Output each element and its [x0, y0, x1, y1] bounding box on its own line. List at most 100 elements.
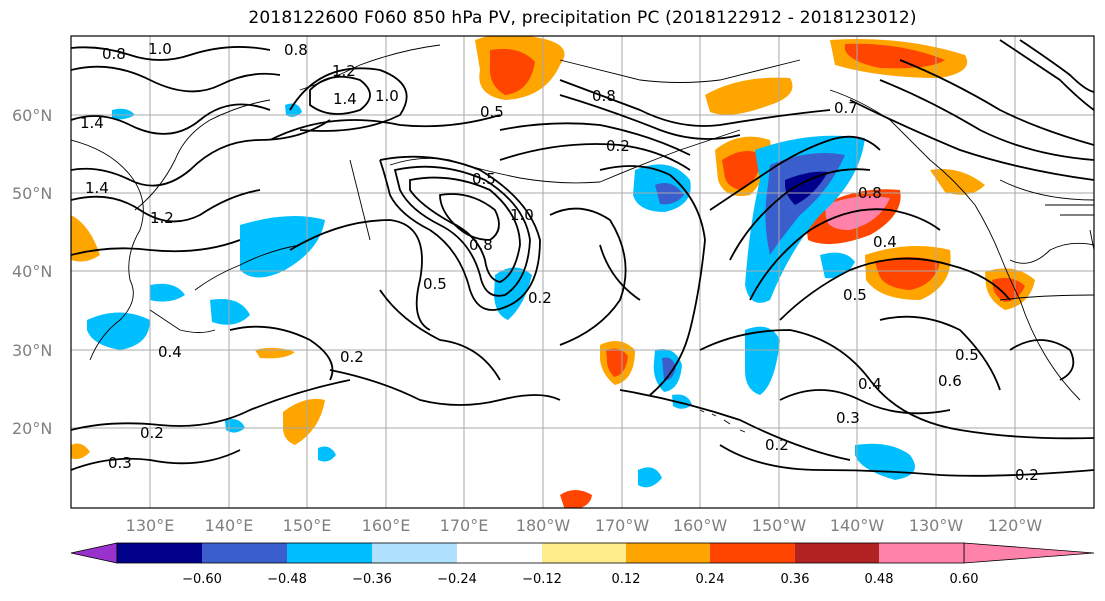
- longitude-labels: 130°E 140°E 150°E 160°E 170°E 180°W 170°…: [126, 516, 1043, 535]
- contour-label: 0.2: [140, 424, 164, 442]
- precip-blob: [638, 467, 662, 488]
- contour-label: 0.8: [469, 236, 493, 254]
- colorbar-segment: [457, 543, 542, 563]
- precip-blob: [560, 490, 592, 508]
- colorbar-segment: [542, 543, 626, 563]
- contour-label: 1.0: [148, 40, 172, 58]
- contour-label: 0.4: [873, 233, 897, 251]
- precip-negative-areas: [87, 103, 915, 488]
- colorbar-label: −0.12: [522, 572, 562, 587]
- contour-label: 0.3: [836, 409, 860, 427]
- precip-blob: [655, 182, 684, 205]
- precip-blob: [112, 108, 135, 120]
- contour-label: 0.6: [938, 372, 962, 390]
- colorbar-right-arrow: [963, 542, 1095, 564]
- lon-label: 130°W: [909, 516, 964, 535]
- contour-label: 1.2: [150, 209, 174, 227]
- lon-label: 170°E: [440, 516, 489, 535]
- colorbar-label: 0.60: [950, 572, 979, 587]
- map-graticule: [71, 36, 1094, 508]
- lon-label: 180°W: [516, 516, 571, 535]
- precip-blob: [225, 419, 245, 433]
- colorbar-segment: [202, 543, 287, 563]
- colorbar-label: 0.48: [865, 572, 894, 587]
- lon-label: 160°E: [362, 516, 411, 535]
- contour-label: 1.4: [333, 90, 357, 108]
- contour-label: 0.2: [765, 436, 789, 454]
- lat-label: 30°N: [12, 341, 52, 360]
- lon-label: 120°W: [988, 516, 1043, 535]
- pv-contours: [71, 39, 1094, 477]
- contour-label: 0.4: [858, 375, 882, 393]
- colorbar-label: 0.24: [696, 572, 725, 587]
- precip-blob: [875, 257, 940, 290]
- contour-label: 0.8: [858, 184, 882, 202]
- precip-blob: [722, 151, 762, 190]
- contour-label: 0.5: [843, 286, 867, 304]
- colorbar-segment: [710, 543, 795, 563]
- precip-blob: [705, 77, 793, 115]
- colorbar-label: −0.24: [437, 572, 477, 587]
- lon-label: 130°E: [126, 516, 175, 535]
- contour-label: 0.3: [108, 454, 132, 472]
- contour-label: 1.2: [332, 62, 356, 80]
- contour-label: 1.0: [375, 87, 399, 105]
- lon-label: 170°W: [595, 516, 650, 535]
- latitude-labels: 60°N 50°N 40°N 30°N 20°N: [12, 106, 52, 438]
- colorbar-label: −0.36: [352, 572, 392, 587]
- colorbar-segment: [626, 543, 710, 563]
- colorbar-label: 0.36: [781, 572, 810, 587]
- contour-label: 0.2: [528, 289, 552, 307]
- colorbar-label: 0.12: [612, 572, 641, 587]
- precip-blob: [282, 398, 325, 445]
- contour-label: 0.2: [340, 348, 364, 366]
- colorbar: −0.60 −0.48 −0.36 −0.24 −0.12 0.12 0.24 …: [70, 542, 1095, 587]
- contour-label: 0.2: [606, 137, 630, 155]
- precip-blob: [785, 171, 828, 205]
- colorbar-segment: [795, 543, 879, 563]
- contour-label: 0.4: [158, 343, 182, 361]
- contour-label: 0.5: [480, 103, 504, 121]
- precip-blob: [489, 48, 535, 95]
- lon-label: 150°E: [283, 516, 332, 535]
- contour-label: 1.0: [510, 206, 534, 224]
- contour-label: 0.8: [592, 87, 616, 105]
- precip-blob: [855, 443, 915, 480]
- precip-blob: [930, 169, 985, 195]
- contour-label: 0.7: [834, 99, 858, 117]
- contour-label: 0.5: [955, 346, 979, 364]
- contour-label: 1.4: [80, 114, 104, 132]
- contour-label: 0.5: [472, 170, 496, 188]
- colorbar-label: −0.60: [182, 572, 222, 587]
- precip-blob: [992, 278, 1025, 302]
- precip-blob: [745, 326, 780, 395]
- colorbar-segment: [117, 543, 202, 563]
- lon-label: 150°W: [752, 516, 807, 535]
- contour-label: 0.8: [284, 41, 308, 59]
- colorbar-labels: −0.60 −0.48 −0.36 −0.24 −0.12 0.12 0.24 …: [182, 572, 978, 587]
- contour-label: 0.8: [102, 45, 126, 63]
- contour-label: 0.5: [423, 275, 447, 293]
- precip-blob: [255, 347, 295, 359]
- colorbar-label: −0.48: [267, 572, 307, 587]
- lat-label: 20°N: [12, 419, 52, 438]
- precip-blob: [150, 283, 185, 302]
- map-title: 2018122600 F060 850 hPa PV, precipitatio…: [248, 8, 917, 28]
- colorbar-segment: [372, 543, 457, 563]
- contour-label: 1.4: [85, 179, 109, 197]
- precip-blob: [662, 357, 676, 381]
- map-plot-area: 0.8 1.0 0.8 1.2 1.4 1.4 1.0 0.5 0.8 0.7 …: [71, 36, 1094, 508]
- precip-blob: [318, 446, 336, 462]
- colorbar-segment: [879, 543, 964, 563]
- lon-label: 160°W: [673, 516, 728, 535]
- lat-label: 40°N: [12, 262, 52, 281]
- precip-blob: [845, 43, 945, 69]
- colorbar-left-arrow: [70, 542, 118, 564]
- precip-blob: [87, 312, 150, 350]
- lat-label: 60°N: [12, 106, 52, 125]
- map-frame: [70, 35, 1095, 509]
- precip-blob: [210, 299, 250, 325]
- precip-blob: [285, 103, 302, 117]
- precip-blob: [765, 152, 845, 255]
